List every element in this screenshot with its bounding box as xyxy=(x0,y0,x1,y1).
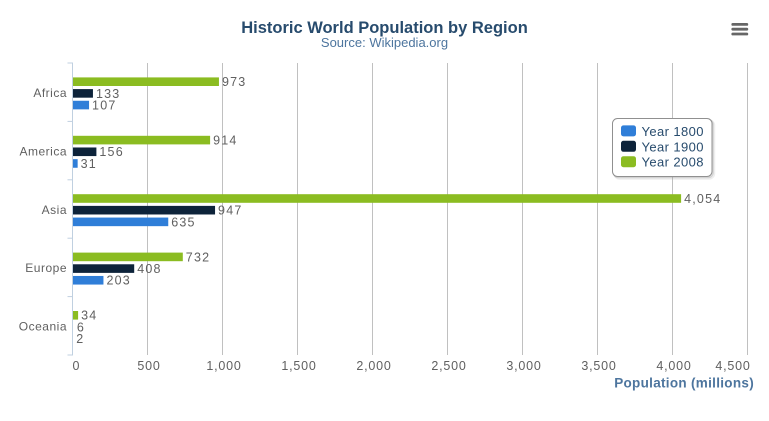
svg-text:2,500: 2,500 xyxy=(431,359,466,373)
svg-text:Europe: Europe xyxy=(25,261,67,275)
svg-text:914: 914 xyxy=(213,134,237,148)
svg-text:3,000: 3,000 xyxy=(506,359,541,373)
svg-text:408: 408 xyxy=(137,262,161,276)
svg-text:500: 500 xyxy=(137,359,160,373)
svg-text:4,000: 4,000 xyxy=(656,359,691,373)
svg-text:2,000: 2,000 xyxy=(356,359,391,373)
svg-text:732: 732 xyxy=(186,250,210,264)
svg-text:Year 2008: Year 2008 xyxy=(642,155,704,170)
svg-text:America: America xyxy=(19,144,67,158)
svg-text:Asia: Asia xyxy=(42,203,67,217)
svg-text:156: 156 xyxy=(99,145,123,159)
svg-text:Historic World Population by R: Historic World Population by Region xyxy=(241,19,528,37)
svg-text:Africa: Africa xyxy=(33,86,67,100)
svg-text:Year 1800: Year 1800 xyxy=(642,124,704,139)
svg-text:2: 2 xyxy=(76,332,84,346)
svg-text:947: 947 xyxy=(218,204,242,218)
svg-text:Oceania: Oceania xyxy=(19,320,67,334)
svg-text:34: 34 xyxy=(81,309,97,323)
svg-text:0: 0 xyxy=(73,359,81,373)
svg-text:203: 203 xyxy=(106,274,130,288)
svg-text:Source: Wikipedia.org: Source: Wikipedia.org xyxy=(321,35,448,50)
svg-text:Year 1900: Year 1900 xyxy=(642,139,704,154)
svg-text:4,054: 4,054 xyxy=(684,192,721,206)
svg-text:635: 635 xyxy=(171,215,195,229)
svg-text:1,000: 1,000 xyxy=(206,359,241,373)
svg-text:133: 133 xyxy=(96,87,120,101)
svg-text:Population (millions): Population (millions) xyxy=(614,376,754,391)
svg-text:107: 107 xyxy=(92,98,116,112)
svg-text:1,500: 1,500 xyxy=(281,359,316,373)
svg-text:31: 31 xyxy=(81,157,97,171)
svg-text:4,500: 4,500 xyxy=(715,359,750,373)
svg-text:973: 973 xyxy=(222,75,246,89)
svg-text:3,500: 3,500 xyxy=(581,359,616,373)
svg-text:6: 6 xyxy=(77,320,85,334)
